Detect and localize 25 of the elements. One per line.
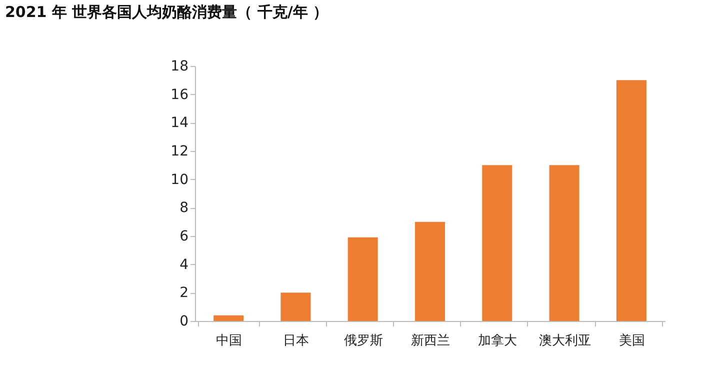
bar	[482, 165, 512, 321]
y-tick-label: 2	[180, 285, 188, 302]
x-tick-label: 加拿大	[478, 334, 518, 348]
chart-title: 2021 年 世界各国人均奶酪消费量（ 千克/年 ）	[5, 3, 328, 21]
y-tick-label: 18	[170, 58, 188, 74]
bar	[348, 237, 378, 321]
y-tick-label: 8	[180, 200, 188, 216]
bar	[616, 80, 646, 321]
bar	[280, 292, 311, 321]
x-tick-label: 美国	[618, 332, 645, 348]
y-tick-label: 10	[170, 172, 188, 188]
y-tick-label: 14	[170, 115, 189, 132]
x-tick-label: 澳大利亚	[538, 334, 591, 348]
y-tick-label: 6	[180, 228, 189, 244]
y-tick-label: 16	[170, 86, 189, 103]
y-tick-label: 12	[170, 144, 188, 160]
bar	[214, 315, 244, 321]
x-tick-label: 中国	[216, 334, 242, 348]
x-tick-label: 俄罗斯	[344, 334, 383, 348]
y-tick-label: 0	[180, 314, 188, 330]
x-tick-label: 新西兰	[411, 334, 450, 348]
y-tick-label: 4	[180, 256, 189, 273]
bar	[549, 165, 580, 321]
bar	[415, 222, 445, 321]
x-tick-label: 日本	[283, 334, 310, 348]
